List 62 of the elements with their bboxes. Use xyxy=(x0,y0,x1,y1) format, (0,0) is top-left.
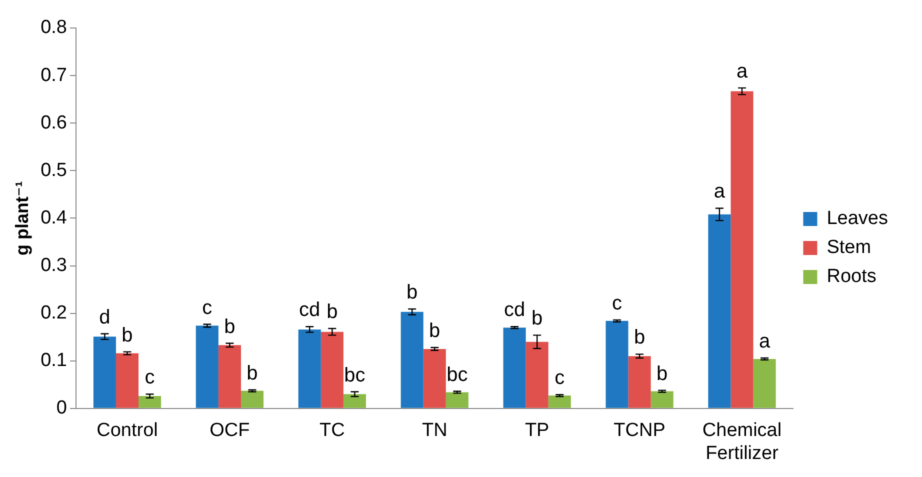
bar xyxy=(218,345,241,408)
y-tick-label: 0.3 xyxy=(40,254,68,276)
data-label: c xyxy=(144,366,155,389)
bar xyxy=(548,396,571,408)
y-tick-label: 0.4 xyxy=(40,207,68,228)
x-tick-label: Control xyxy=(96,420,158,442)
data-label: c xyxy=(202,296,212,319)
y-tick-label: 0.5 xyxy=(40,160,68,181)
bar xyxy=(116,353,139,408)
bar xyxy=(526,342,548,408)
bar xyxy=(730,91,754,408)
y-tick-label: 0.7 xyxy=(40,64,68,86)
legend-label: Stem xyxy=(826,237,872,258)
bar xyxy=(606,320,628,408)
bar xyxy=(240,390,264,408)
data-label: bc xyxy=(344,364,366,386)
data-label: c xyxy=(612,292,622,314)
data-label: cd xyxy=(299,299,320,322)
x-tick-label: TCNP xyxy=(614,420,666,442)
data-label: b xyxy=(326,301,338,324)
data-label: b xyxy=(634,326,646,349)
data-label: a xyxy=(714,180,726,203)
data-label: b xyxy=(532,308,543,330)
y-tick-label: 0.2 xyxy=(40,302,68,324)
x-tick-label: Chemical Fertilizer xyxy=(702,420,782,464)
legend-label: Leaves xyxy=(826,208,888,230)
y-tick-label: 0 xyxy=(56,398,68,419)
bar xyxy=(196,326,218,408)
x-tick-label: TC xyxy=(320,420,345,442)
x-tick-label: TN xyxy=(422,420,448,442)
bar xyxy=(93,336,116,408)
bar xyxy=(753,358,776,408)
bar xyxy=(503,328,526,408)
bar xyxy=(650,391,674,408)
data-label: b xyxy=(429,320,440,342)
bar xyxy=(446,392,468,408)
data-label: a xyxy=(758,330,771,353)
data-label: c xyxy=(554,367,565,390)
x-tick-label: TP xyxy=(524,420,550,442)
legend-label: Roots xyxy=(826,266,876,288)
x-tick-label: OCF xyxy=(210,420,250,442)
data-label: b xyxy=(224,316,236,338)
bar xyxy=(708,214,731,408)
data-label: d xyxy=(99,306,110,328)
bar xyxy=(320,332,344,408)
bar xyxy=(400,312,424,408)
bar xyxy=(138,396,162,408)
data-label: a xyxy=(736,60,748,82)
y-axis-title: g plant⁻¹ xyxy=(12,180,32,256)
bar xyxy=(423,348,446,408)
data-label: b xyxy=(122,324,133,346)
data-label: b xyxy=(246,362,258,384)
y-tick-label: 0.1 xyxy=(40,350,68,372)
data-label: b xyxy=(656,362,668,385)
bar xyxy=(628,356,651,408)
bar xyxy=(298,329,321,408)
y-tick-label: 0.6 xyxy=(40,112,68,134)
y-tick-label: 0.8 xyxy=(40,17,68,38)
data-label: cd xyxy=(504,299,526,322)
bar xyxy=(343,394,366,408)
data-label: bc xyxy=(446,364,468,386)
data-label: b xyxy=(406,282,418,304)
